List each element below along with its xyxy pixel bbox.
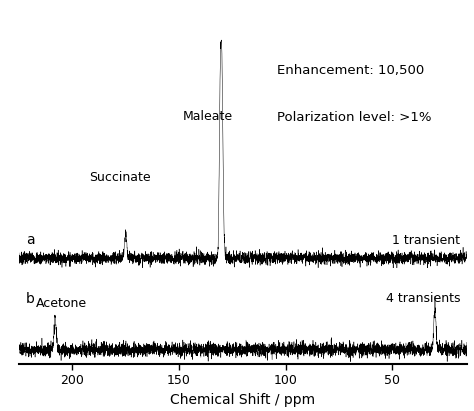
Text: a: a bbox=[26, 233, 34, 247]
Text: Enhancement: 10,500: Enhancement: 10,500 bbox=[276, 64, 424, 77]
Text: Succinate: Succinate bbox=[90, 171, 151, 184]
Text: Acetone: Acetone bbox=[36, 297, 87, 310]
X-axis label: Chemical Shift / ppm: Chemical Shift / ppm bbox=[170, 393, 316, 407]
Text: b: b bbox=[26, 292, 35, 306]
Text: Maleate: Maleate bbox=[183, 111, 233, 123]
Text: Polarization level: >1%: Polarization level: >1% bbox=[276, 111, 431, 124]
Text: 1 transient: 1 transient bbox=[392, 234, 460, 247]
Text: 4 transients: 4 transients bbox=[386, 292, 460, 305]
